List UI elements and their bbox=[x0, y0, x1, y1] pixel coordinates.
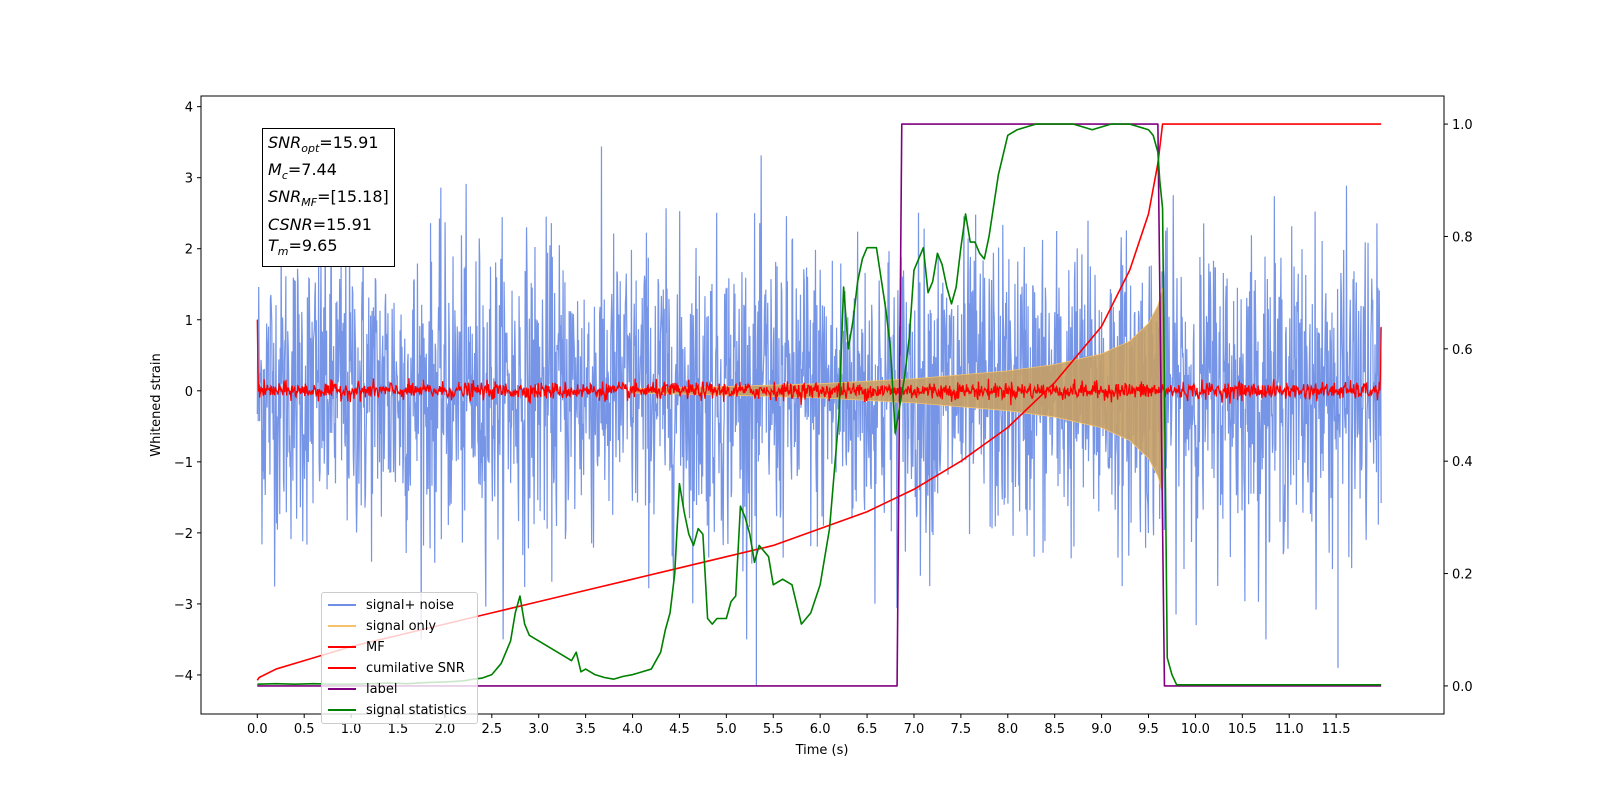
x-tick-label: 10.0 bbox=[1181, 722, 1210, 737]
x-tick-label: 3.5 bbox=[575, 722, 596, 737]
plot-frame bbox=[200, 95, 1445, 715]
y-tick-label: −1 bbox=[174, 456, 193, 471]
legend-swatch bbox=[328, 625, 356, 627]
x-axis-title: Time (s) bbox=[795, 743, 849, 758]
mf-line bbox=[256, 319, 1382, 406]
legend-label: signal+ noise bbox=[366, 597, 455, 613]
y2-tick-label: 0.6 bbox=[1452, 343, 1473, 358]
annotation-line-csnr: CSNR=15.91 bbox=[268, 214, 372, 234]
y-axis-title: Whitened strain bbox=[149, 353, 164, 456]
y2-tick-label: 1.0 bbox=[1452, 118, 1473, 133]
x-tick-label: 10.5 bbox=[1228, 722, 1257, 737]
y2-tick-label: 0.8 bbox=[1452, 230, 1473, 245]
legend-swatch bbox=[328, 667, 356, 669]
legend-label: signal only bbox=[366, 618, 437, 634]
legend-item-signal-statistics: signal statistics bbox=[328, 700, 467, 720]
x-tick-label: 1.0 bbox=[341, 722, 362, 737]
legend-swatch bbox=[328, 688, 356, 690]
legend-swatch bbox=[328, 646, 356, 648]
x-tick-label: 4.0 bbox=[622, 722, 643, 737]
x-tick-label: 6.0 bbox=[810, 722, 831, 737]
y-tick-label: 2 bbox=[185, 243, 193, 258]
y-tick-label: 4 bbox=[185, 101, 193, 116]
x-tick-label: 0.5 bbox=[294, 722, 315, 737]
y-tick-label: −2 bbox=[174, 527, 193, 542]
annotation-line-snr-opt: SNRopt=15.91 bbox=[268, 133, 379, 156]
x-tick-label: 2.0 bbox=[435, 722, 456, 737]
signal-noise-line bbox=[256, 146, 1382, 640]
x-tick-label: 2.5 bbox=[481, 722, 502, 737]
x-tick-label: 1.5 bbox=[388, 722, 409, 737]
legend-label: label bbox=[366, 681, 398, 697]
x-tick-label: 8.5 bbox=[1044, 722, 1065, 737]
label-line bbox=[257, 123, 1382, 687]
x-tick-label: 9.0 bbox=[1091, 722, 1112, 737]
y-tick-label: −4 bbox=[174, 669, 193, 684]
legend-swatch bbox=[328, 709, 356, 711]
legend-item-signal-only: signal only bbox=[328, 616, 436, 636]
y-tick-label: −3 bbox=[174, 598, 193, 613]
y2-tick-label: 0.0 bbox=[1452, 680, 1473, 695]
x-tick-label: 7.5 bbox=[951, 722, 972, 737]
legend-swatch bbox=[328, 604, 356, 606]
legend-label: cumilative SNR bbox=[366, 660, 465, 676]
x-tick-label: 6.5 bbox=[857, 722, 878, 737]
legend: signal+ noise signal only MF cumilative … bbox=[321, 592, 478, 724]
x-tick-label: 4.5 bbox=[669, 722, 690, 737]
legend-label: signal statistics bbox=[366, 702, 467, 718]
legend-label: MF bbox=[366, 639, 385, 655]
y-tick-label: 3 bbox=[185, 172, 193, 187]
y2-tick-label: 0.2 bbox=[1452, 568, 1473, 583]
x-tick-label: 7.0 bbox=[904, 722, 925, 737]
x-tick-label: 11.5 bbox=[1322, 722, 1351, 737]
x-tick-label: 5.0 bbox=[716, 722, 737, 737]
signal-statistics-line bbox=[257, 123, 1382, 686]
y-tick-label: 0 bbox=[185, 385, 193, 400]
y2-tick-label: 0.4 bbox=[1452, 455, 1473, 470]
y-tick-label: 1 bbox=[185, 314, 193, 329]
annotation-line-mc: Mc=7.44 bbox=[268, 160, 337, 183]
legend-item-label: label bbox=[328, 679, 397, 699]
x-tick-label: 8.0 bbox=[997, 722, 1018, 737]
x-tick-label: 3.0 bbox=[528, 722, 549, 737]
legend-item-signal-noise: signal+ noise bbox=[328, 595, 454, 615]
annotation-line-snr-mf: SNRMF=[15.18] bbox=[268, 187, 389, 210]
axes: 0.0 0.5 1.0 1.5 2.0 2.5 3.0 3.5 4.0 4.5 5.0 5.5 6.0 6… bbox=[174, 101, 1473, 737]
x-tick-label: 0.0 bbox=[247, 722, 268, 737]
stats-annotation-box: SNRopt=15.91 Mc=7.44 SNRMF=[15.18] CSNR=… bbox=[262, 128, 395, 267]
annotation-line-tm: Tm=9.65 bbox=[268, 235, 338, 258]
legend-item-mf: MF bbox=[328, 637, 385, 657]
x-tick-label: 11.0 bbox=[1275, 722, 1304, 737]
legend-item-cumulative-snr: cumilative SNR bbox=[328, 658, 465, 678]
x-tick-label: 5.5 bbox=[763, 722, 784, 737]
x-tick-label: 9.5 bbox=[1138, 722, 1159, 737]
